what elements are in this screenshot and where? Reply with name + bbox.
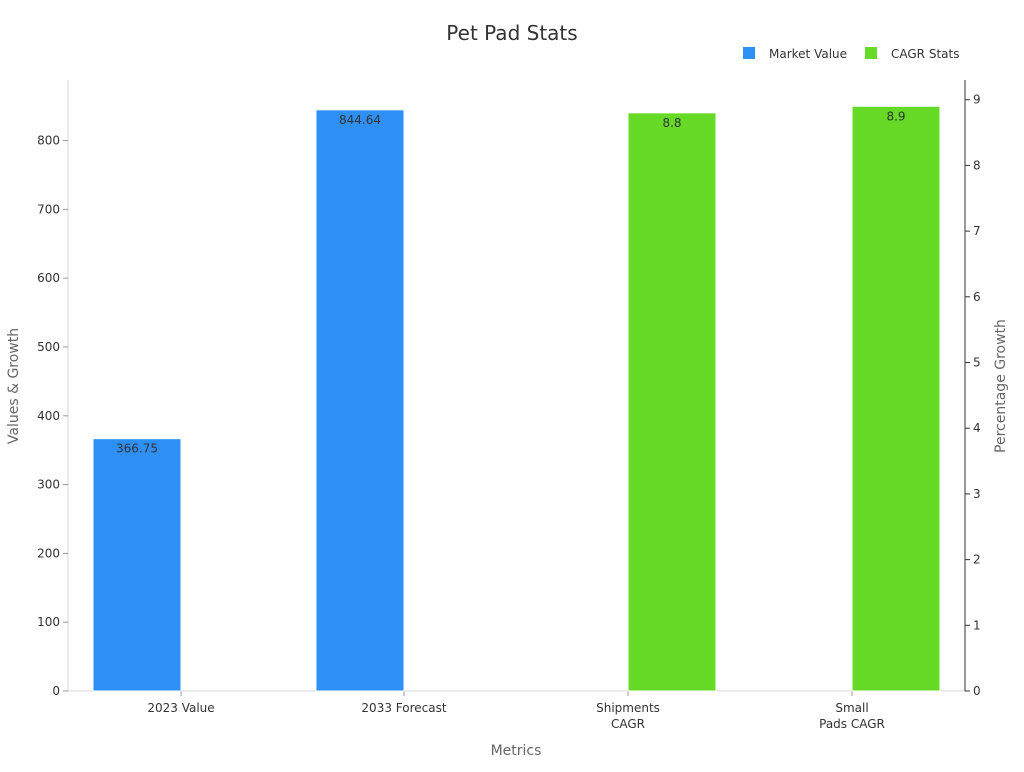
bar-value-label: 8.8: [662, 116, 681, 130]
y2-tick-label: 8: [973, 158, 981, 172]
bar-market-value: [315, 109, 405, 692]
y-tick-label: 0: [52, 684, 60, 698]
x-tick-label: 2033 Forecast: [361, 701, 446, 715]
bar-value-label: 8.9: [886, 109, 905, 123]
y-tick-label: 100: [37, 615, 60, 629]
x-axis-title: Metrics: [491, 743, 542, 759]
y2-tick-label: 5: [973, 356, 981, 370]
y2-tick-label: 0: [973, 684, 981, 698]
y-axis-title: Values & Growth: [6, 328, 22, 444]
y-tick-label: 300: [37, 478, 60, 492]
bars: [92, 105, 941, 692]
y2-tick-label: 1: [973, 618, 981, 632]
chart-title: Pet Pad Stats: [446, 21, 577, 45]
bar-value-label: 844.64: [339, 113, 381, 127]
y-tick-label: 700: [37, 202, 60, 216]
data-labels: 366.75 844.64 8.8 8.9: [116, 109, 906, 455]
y-tick-label: 500: [37, 340, 60, 354]
bar-market-value: [92, 438, 182, 692]
y-tick-label: 200: [37, 546, 60, 560]
y2-tick-label: 9: [973, 93, 981, 107]
legend-swatch: [743, 47, 755, 59]
bar-cagr-stats: [627, 112, 717, 692]
legend-label: CAGR Stats: [891, 47, 959, 61]
y2-tick-label: 3: [973, 487, 981, 501]
legend: Market Value CAGR Stats: [743, 47, 959, 61]
axes: 0 100 200 300 400 500 600 700 800 0 1 2 3 4 5 6 7 8 9 2023 …: [37, 80, 981, 731]
legend-label: Market Value: [769, 47, 847, 61]
y2-tick-label: 7: [973, 224, 981, 238]
legend-swatch: [865, 47, 877, 59]
y-tick-label: 800: [37, 134, 60, 148]
bar-cagr-stats: [851, 105, 941, 692]
y-tick-label: 400: [37, 409, 60, 423]
x-tick-label: Shipments CAGR: [596, 701, 660, 731]
x-tick-label: 2023 Value: [147, 701, 214, 715]
y2-tick-label: 4: [973, 421, 981, 435]
y2-axis-title: Percentage Growth: [993, 319, 1009, 453]
y2-tick-label: 2: [973, 553, 981, 567]
y-tick-label: 600: [37, 271, 60, 285]
bar-value-label: 366.75: [116, 442, 158, 456]
y2-tick-label: 6: [973, 290, 981, 304]
x-tick-label: Small Pads CAGR: [819, 701, 885, 731]
